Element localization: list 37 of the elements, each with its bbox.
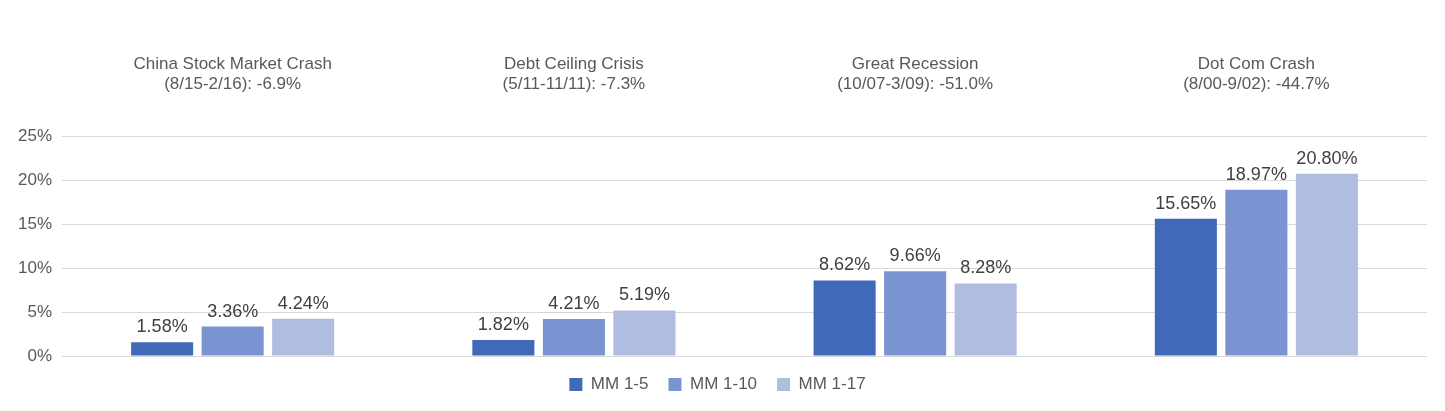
bar — [131, 342, 194, 356]
data-label: 3.36% — [207, 300, 259, 321]
bar — [1295, 173, 1358, 356]
bar — [954, 283, 1017, 356]
data-label: 8.62% — [819, 254, 871, 275]
data-label: 8.28% — [960, 257, 1012, 278]
bar — [1154, 218, 1217, 356]
data-label: 4.24% — [277, 292, 329, 313]
bar — [542, 319, 605, 356]
data-label: 5.19% — [618, 284, 670, 305]
x-tick-label: China Stock Market Crash (8/15-2/16): -6.9% — [133, 53, 332, 94]
bar — [1225, 189, 1288, 356]
x-tick-label: Debt Ceiling Crisis (5/11-11/11): -7.3% — [502, 53, 646, 94]
data-label: 1.82% — [477, 314, 529, 335]
data-label: 4.21% — [548, 293, 600, 314]
data-label: 18.97% — [1225, 163, 1287, 184]
data-label: 9.66% — [889, 245, 941, 266]
bar — [472, 340, 535, 356]
y-tick-label: 5% — [27, 301, 53, 321]
bar — [813, 280, 876, 356]
y-tick-label: 15% — [17, 214, 53, 234]
x-tick-label: Great Recession (10/07-3/09): -51.0% — [837, 53, 994, 94]
bar — [613, 310, 676, 356]
y-tick-label: 10% — [17, 258, 53, 278]
bar — [272, 318, 335, 356]
bar — [201, 326, 264, 356]
data-label: 15.65% — [1155, 192, 1217, 213]
x-tick-label: Dot Com Crash (8/00-9/02): -44.7% — [1183, 53, 1330, 94]
bar — [884, 271, 947, 356]
y-tick-label: 25% — [17, 126, 53, 146]
y-tick-label: 0% — [27, 345, 53, 365]
legend-label: MM 1-10 — [689, 374, 758, 394]
y-tick-label: 20% — [17, 170, 53, 190]
legend-label: MM 1-5 — [590, 374, 649, 394]
data-label: 20.80% — [1296, 147, 1358, 168]
data-label: 1.58% — [136, 316, 188, 337]
legend-label: MM 1-17 — [798, 374, 866, 394]
